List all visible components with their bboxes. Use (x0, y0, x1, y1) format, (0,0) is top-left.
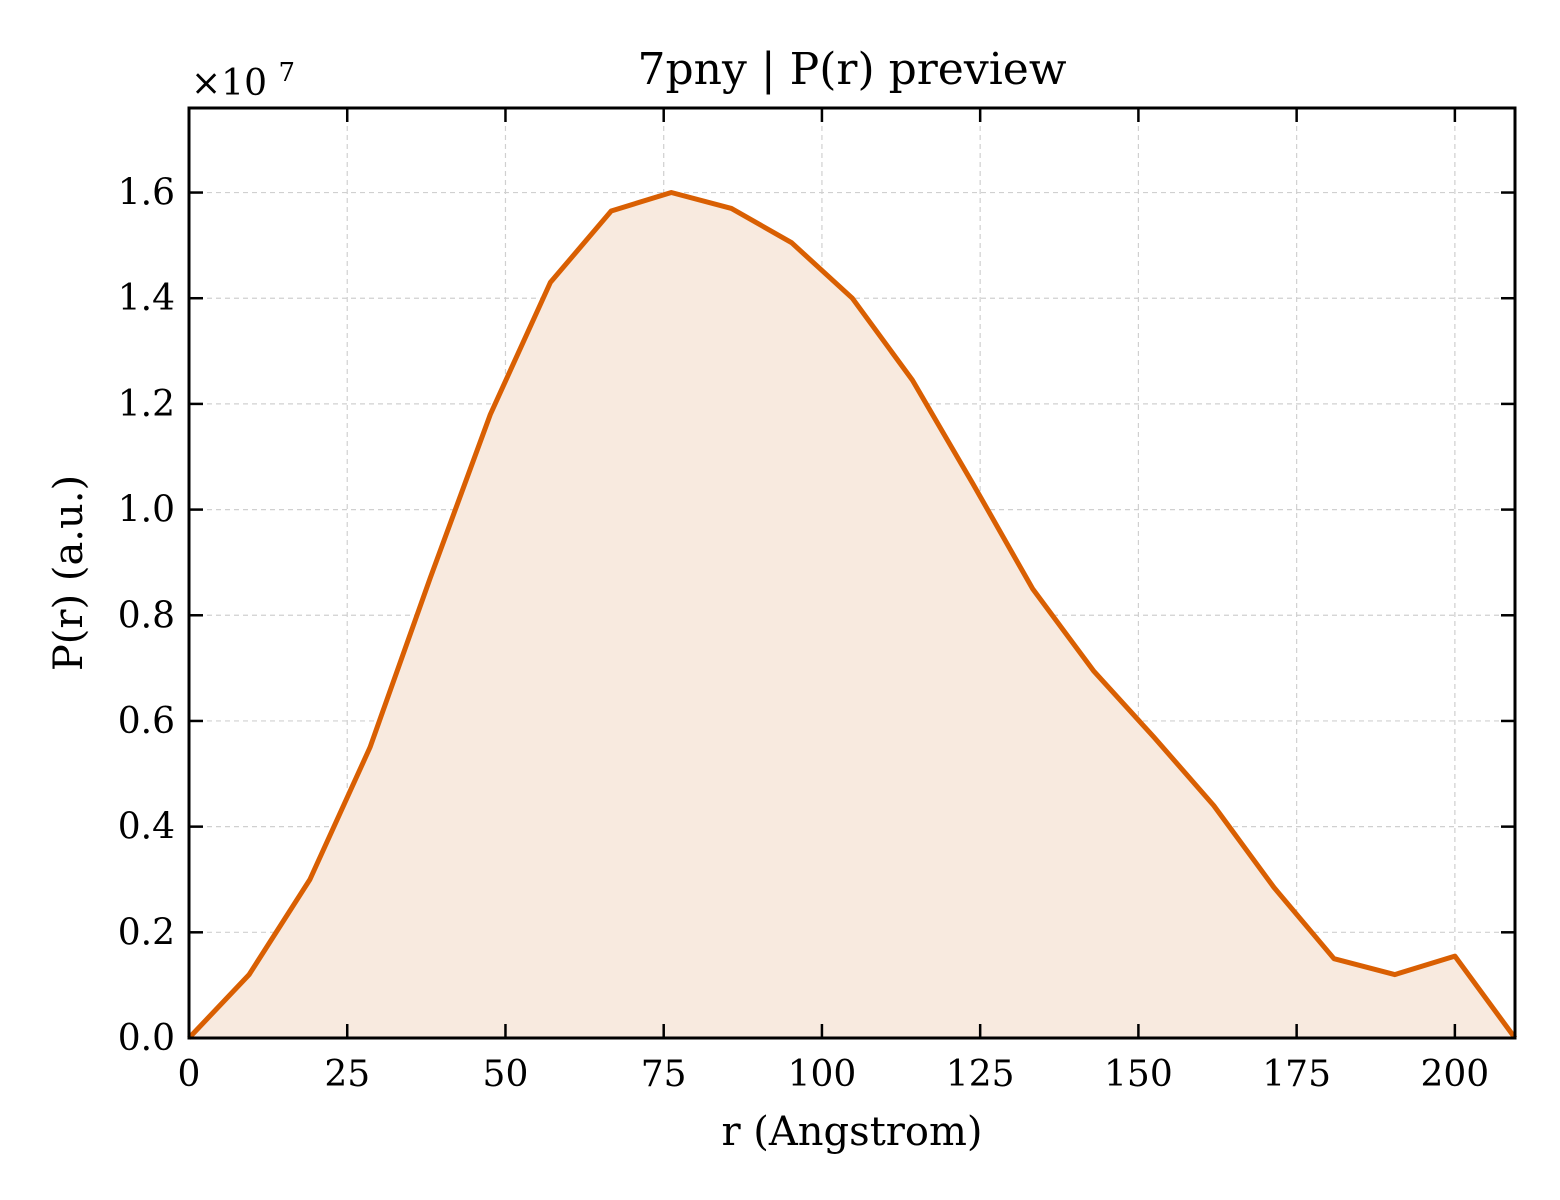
x-tick-label: 125 (946, 1054, 1015, 1095)
y-tick-label: 1.4 (118, 278, 175, 319)
y-tick-label: 0.4 (118, 807, 175, 848)
tick-label-layer: 0 25 50 75 100 125 150 175 200 0.0 0.2 0.4 0.6 0.8 1.0… (118, 173, 1489, 1095)
y-tick-label: 1.2 (118, 384, 175, 425)
x-tick-label: 100 (788, 1054, 857, 1095)
pr-series-line (187, 190, 1518, 1040)
x-tick-label: 150 (1104, 1054, 1173, 1095)
y-tick-label: 0.0 (118, 1018, 175, 1059)
pr-area-fill (189, 192, 1515, 1038)
y-tick-label: 1.6 (118, 173, 175, 214)
y-multiplier-exponent: 7 (278, 58, 295, 88)
chart-title: 7pny | P(r) preview (638, 44, 1067, 95)
y-tick-label: 0.6 (118, 701, 175, 742)
plot-frame (187, 106, 1517, 1040)
line-layer (187, 190, 1518, 1040)
x-axis-label: r (Angstrom) (721, 1109, 982, 1155)
y-multiplier-base: ×10 (191, 63, 267, 104)
x-tick-label: 200 (1421, 1054, 1490, 1095)
x-tick-label: 75 (641, 1054, 687, 1095)
y-tick-label: 0.8 (118, 595, 175, 636)
x-tick-label: 0 (178, 1054, 201, 1095)
x-tick-label: 175 (1262, 1054, 1331, 1095)
y-tick-label: 1.0 (118, 490, 175, 531)
y-tick-label: 0.2 (118, 912, 175, 953)
y-multiplier-label: ×10 7 (191, 58, 295, 104)
area-layer (189, 192, 1515, 1038)
tick-layer (187, 108, 1515, 1040)
x-tick-label: 25 (324, 1054, 370, 1095)
x-tick-label: 50 (483, 1054, 529, 1095)
y-axis-label: P(r) (a.u.) (46, 475, 92, 671)
